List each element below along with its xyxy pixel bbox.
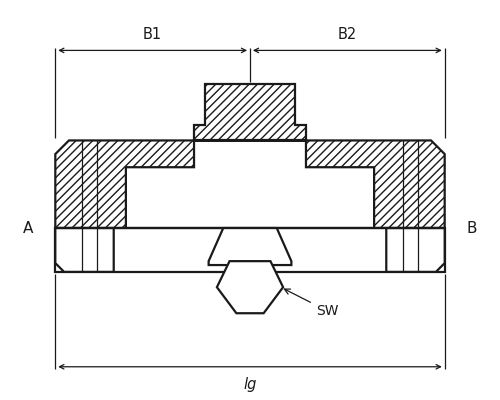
Polygon shape xyxy=(208,228,292,265)
Polygon shape xyxy=(56,140,444,228)
Text: B1: B1 xyxy=(143,27,162,42)
Text: B2: B2 xyxy=(338,27,357,42)
Polygon shape xyxy=(217,261,283,313)
Text: B: B xyxy=(466,220,476,236)
Bar xyxy=(56,228,444,272)
Polygon shape xyxy=(386,228,444,272)
Text: lg: lg xyxy=(244,378,256,392)
Polygon shape xyxy=(194,84,306,140)
Text: SW: SW xyxy=(284,289,338,318)
Text: A: A xyxy=(24,220,34,236)
Polygon shape xyxy=(56,228,114,272)
